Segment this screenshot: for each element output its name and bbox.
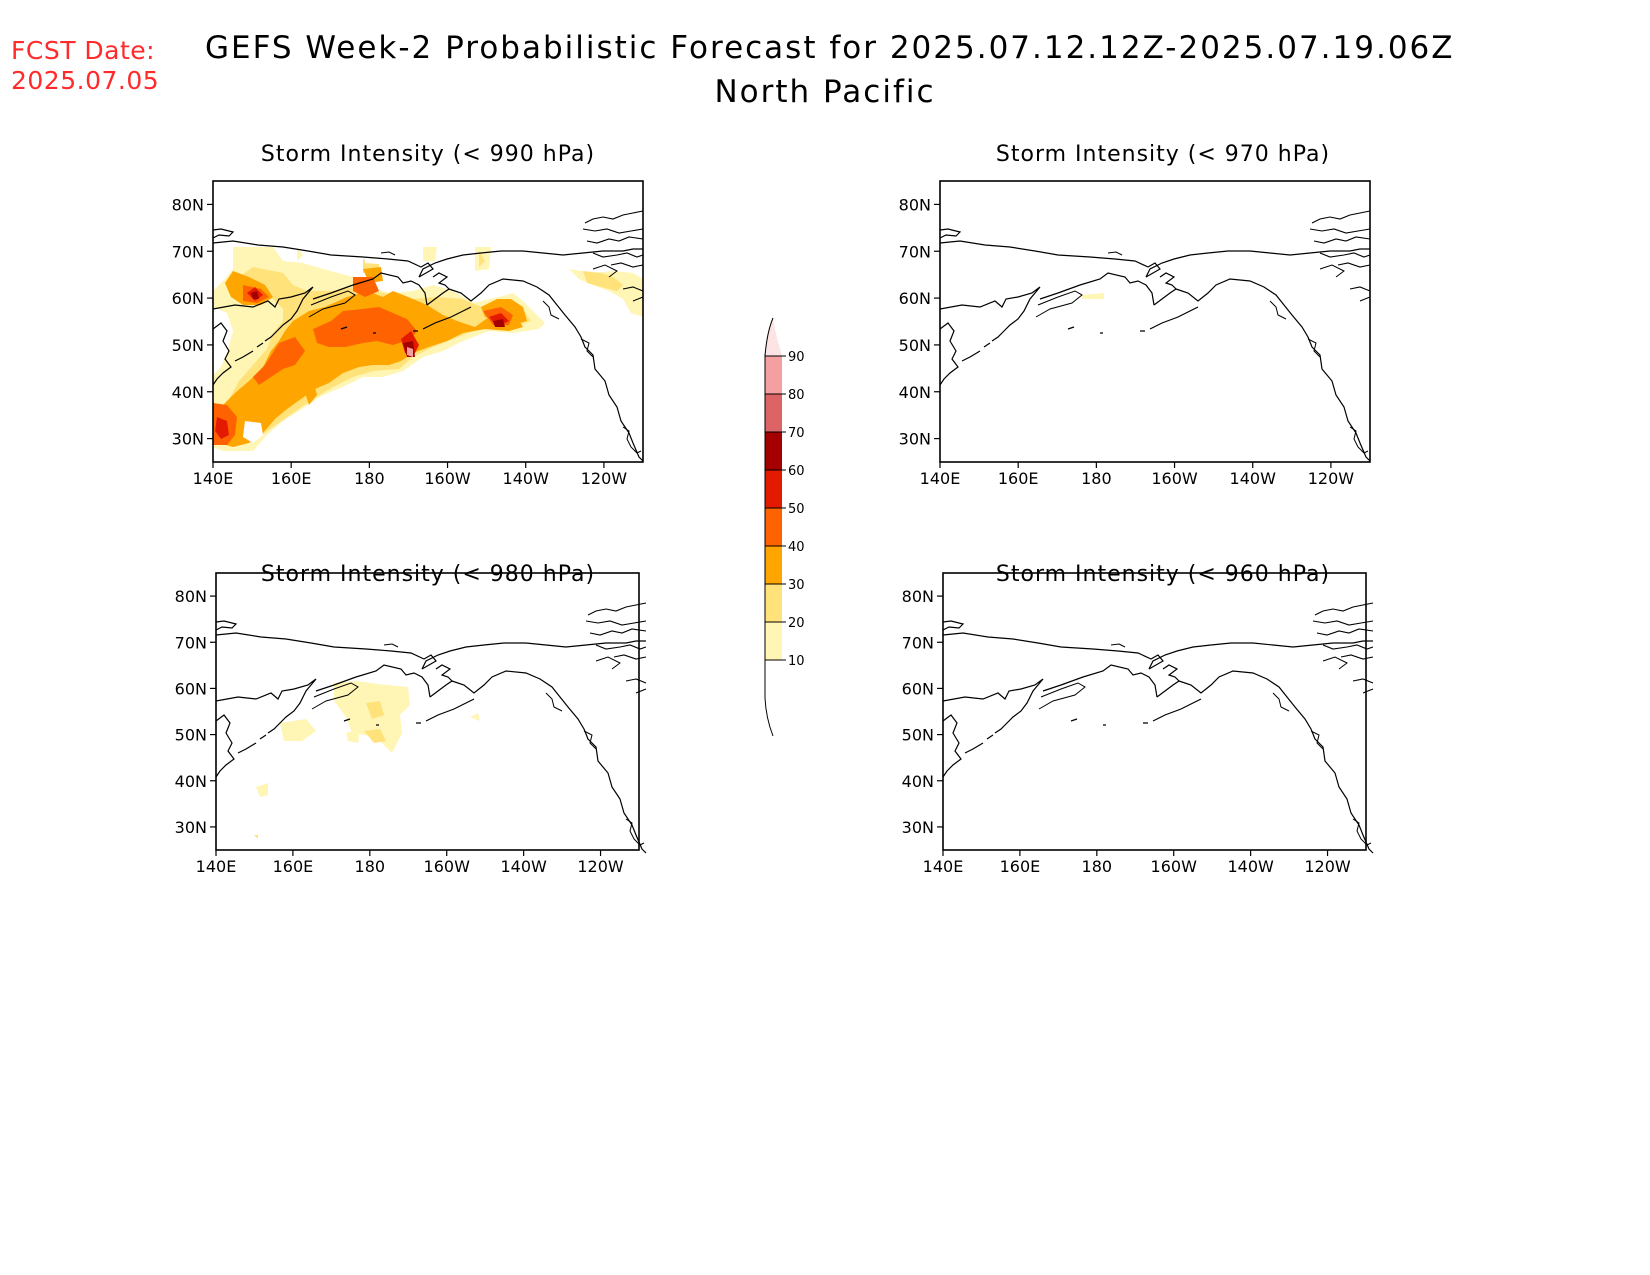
y-tick-label: 40N — [172, 383, 204, 402]
colorbar-tail — [764, 660, 774, 737]
y-tick-label: 30N — [175, 818, 207, 837]
panel-970 — [939, 210, 1371, 462]
y-tick-label: 40N — [175, 772, 207, 791]
y-tick-label: 80N — [899, 195, 931, 214]
y-tick-label: 80N — [172, 195, 204, 214]
panel-axes-2: 140E 160E 180 160W 140W 120W 80N 70N 60N 50N 40N 30… — [175, 572, 640, 876]
colorbar-label: 20 — [788, 616, 805, 631]
colorbar-swatch — [765, 356, 782, 394]
x-tick-label: 160W — [424, 469, 471, 488]
panel-990 — [212, 210, 644, 462]
probability-shading-990 — [213, 247, 643, 451]
y-tick-label: 70N — [899, 242, 931, 261]
main-title-line1: GEFS Week-2 Probabilistic Forecast for 2… — [205, 30, 1455, 66]
x-tick-label: 160W — [1151, 469, 1198, 488]
y-tick-label: 60N — [175, 679, 207, 698]
colorbar: 10 20 30 40 50 60 70 80 90 — [764, 317, 805, 737]
forecast-date-value: 2025.07.05 — [11, 66, 160, 95]
colorbar-cap — [765, 318, 782, 356]
map-frame — [215, 572, 640, 851]
y-tick-label: 40N — [899, 383, 931, 402]
x-tick-label: 140W — [1227, 857, 1274, 876]
y-tick-label: 30N — [899, 430, 931, 449]
panel-980 — [215, 602, 647, 854]
colorbar-label: 60 — [788, 464, 805, 479]
x-tick-label: 180 — [1081, 469, 1112, 488]
y-tick-label: 50N — [899, 336, 931, 355]
probability-shading-970 — [1082, 293, 1104, 299]
panel-title-970: Storm Intensity (< 970 hPa) — [995, 142, 1331, 167]
colorbar-label: 50 — [788, 502, 805, 517]
x-tick-label: 160E — [271, 469, 312, 488]
x-tick-label: 120W — [1308, 469, 1355, 488]
colorbar-label: 40 — [788, 540, 805, 555]
y-tick-label: 60N — [899, 289, 931, 308]
map-frame — [939, 180, 1371, 463]
x-tick-label: 140E — [193, 469, 234, 488]
colorbar-label: 70 — [788, 426, 805, 441]
panel-axes-1: 140E 160E 180 160W 140W 120W 80N 70N 60N 50N 40N 30… — [899, 180, 1371, 488]
colorbar-swatch — [765, 432, 782, 470]
x-tick-label: 160W — [424, 857, 471, 876]
x-tick-label: 120W — [1304, 857, 1351, 876]
forecast-date-label: FCST Date: — [11, 36, 156, 65]
colorbar-label: 10 — [788, 654, 805, 669]
panel-axes-0: 140E 160E 180 160W 140W 120W 80N 70N 60N 50N 40N 30… — [172, 180, 644, 488]
y-tick-label: 60N — [902, 679, 934, 698]
y-tick-label: 70N — [175, 633, 207, 652]
x-tick-label: 140W — [500, 857, 547, 876]
colorbar-label: 90 — [788, 350, 805, 365]
panel-960 — [942, 602, 1374, 854]
colorbar-label: 30 — [788, 578, 805, 593]
x-tick-label: 140E — [196, 857, 237, 876]
y-tick-label: 50N — [172, 336, 204, 355]
x-tick-label: 160E — [1000, 857, 1041, 876]
colorbar-swatch — [765, 546, 782, 584]
x-tick-label: 160E — [273, 857, 314, 876]
x-tick-label: 180 — [1082, 857, 1113, 876]
x-tick-label: 120W — [581, 469, 628, 488]
forecast-date-block: FCST Date: 2025.07.05 — [11, 36, 159, 96]
map-frame — [942, 572, 1367, 851]
colorbar-swatch — [765, 394, 782, 432]
panel-title-980: Storm Intensity (< 980 hPa) — [260, 562, 596, 587]
y-tick-label: 30N — [172, 430, 204, 449]
y-tick-label: 60N — [172, 289, 204, 308]
y-tick-label: 80N — [175, 587, 207, 606]
x-tick-label: 140W — [503, 469, 550, 488]
y-tick-label: 50N — [175, 726, 207, 745]
x-tick-label: 140W — [1230, 469, 1277, 488]
map-frame — [212, 180, 644, 463]
probability-shading-980 — [254, 681, 480, 839]
panel-title-960: Storm Intensity (< 960 hPa) — [995, 562, 1331, 587]
y-tick-label: 40N — [902, 772, 934, 791]
y-tick-label: 80N — [902, 587, 934, 606]
y-tick-label: 70N — [902, 633, 934, 652]
x-tick-label: 180 — [354, 469, 385, 488]
x-tick-label: 180 — [355, 857, 386, 876]
y-tick-label: 70N — [172, 242, 204, 261]
main-title-line2: North Pacific — [714, 74, 936, 110]
colorbar-label: 80 — [788, 388, 805, 403]
x-tick-label: 140E — [923, 857, 964, 876]
x-tick-label: 160E — [998, 469, 1039, 488]
panel-title-990: Storm Intensity (< 990 hPa) — [260, 142, 596, 167]
x-tick-label: 140E — [920, 469, 961, 488]
colorbar-swatch — [765, 470, 782, 508]
colorbar-swatch — [765, 584, 782, 622]
y-tick-label: 30N — [902, 818, 934, 837]
panel-axes-3: 140E 160E 180 160W 140W 120W 80N 70N 60N 50N 40N 30… — [902, 572, 1367, 876]
y-tick-label: 50N — [902, 726, 934, 745]
x-tick-label: 160W — [1151, 857, 1198, 876]
x-tick-label: 120W — [577, 857, 624, 876]
colorbar-swatch — [765, 508, 782, 546]
